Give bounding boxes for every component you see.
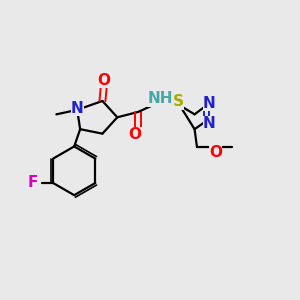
Text: F: F xyxy=(28,176,38,190)
Text: N: N xyxy=(71,101,84,116)
Text: O: O xyxy=(98,73,110,88)
Text: O: O xyxy=(129,127,142,142)
Text: O: O xyxy=(209,146,222,160)
Text: N: N xyxy=(203,116,216,131)
Text: S: S xyxy=(173,94,184,110)
Text: NH: NH xyxy=(148,92,173,106)
Text: N: N xyxy=(203,95,216,110)
